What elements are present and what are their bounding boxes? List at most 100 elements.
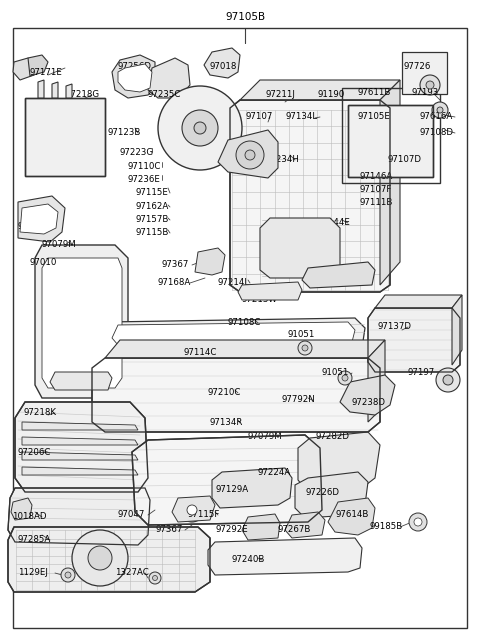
Circle shape (182, 110, 218, 146)
Polygon shape (18, 196, 65, 242)
Polygon shape (112, 55, 155, 98)
Circle shape (426, 81, 434, 89)
Text: 97614B: 97614B (335, 510, 368, 519)
Text: 97282D: 97282D (315, 432, 349, 441)
Polygon shape (204, 48, 240, 78)
Polygon shape (105, 340, 385, 358)
Text: 97047: 97047 (118, 510, 145, 519)
Circle shape (194, 122, 206, 134)
Text: 97226D: 97226D (305, 488, 339, 497)
Text: 97010: 97010 (30, 258, 58, 267)
Text: 97218G: 97218G (66, 90, 100, 99)
Text: 97223G: 97223G (120, 148, 154, 157)
Text: 97210C: 97210C (208, 388, 241, 397)
Polygon shape (35, 245, 128, 398)
Circle shape (338, 371, 352, 385)
Text: 97215P: 97215P (318, 275, 350, 284)
Polygon shape (242, 514, 280, 540)
Text: 97235C: 97235C (148, 90, 181, 99)
Text: 97108D: 97108D (420, 128, 454, 137)
Text: 97197: 97197 (408, 368, 435, 377)
Polygon shape (66, 84, 72, 98)
Bar (25, 98, 105, 176)
Circle shape (149, 572, 161, 584)
Polygon shape (38, 80, 44, 98)
Text: 97256D: 97256D (118, 62, 152, 71)
Text: 97134L: 97134L (285, 112, 317, 121)
Text: 97105E: 97105E (358, 112, 391, 121)
Text: 97616A: 97616A (420, 112, 453, 121)
Circle shape (65, 572, 71, 578)
Text: 97129A: 97129A (215, 485, 248, 494)
Text: 97107: 97107 (245, 112, 272, 121)
Text: 97792N: 97792N (282, 395, 316, 404)
Text: 97146A: 97146A (360, 172, 393, 181)
Polygon shape (218, 130, 278, 178)
Polygon shape (22, 422, 138, 430)
Polygon shape (368, 340, 385, 422)
Text: 97157B: 97157B (135, 215, 168, 224)
Polygon shape (452, 295, 462, 365)
Text: 97285A: 97285A (18, 535, 51, 544)
Circle shape (432, 102, 448, 118)
Text: 97367: 97367 (162, 260, 190, 269)
Circle shape (436, 368, 460, 392)
Polygon shape (20, 204, 58, 234)
Text: 97214L: 97214L (218, 278, 250, 287)
Text: 97137D: 97137D (378, 322, 412, 331)
Text: 1129EJ: 1129EJ (18, 568, 48, 577)
Polygon shape (260, 218, 340, 278)
Polygon shape (98, 318, 365, 352)
Text: 97193: 97193 (412, 88, 439, 97)
Polygon shape (148, 58, 190, 98)
Bar (348, 105, 433, 177)
Polygon shape (285, 512, 325, 538)
Polygon shape (52, 82, 58, 98)
Circle shape (409, 513, 427, 531)
Text: 97234H: 97234H (265, 155, 299, 164)
Text: 97238D: 97238D (352, 398, 386, 407)
Text: 99185B: 99185B (370, 522, 403, 531)
Polygon shape (212, 468, 292, 508)
Polygon shape (112, 322, 355, 345)
Text: 97079M: 97079M (42, 240, 77, 249)
Polygon shape (42, 258, 122, 388)
Text: 97211J: 97211J (265, 90, 295, 99)
Text: 97206C: 97206C (18, 448, 51, 457)
Circle shape (187, 505, 197, 515)
Text: 91051: 91051 (322, 368, 349, 377)
Polygon shape (132, 435, 322, 525)
Bar (402, 52, 447, 94)
Circle shape (437, 107, 443, 113)
Circle shape (72, 530, 128, 586)
Polygon shape (298, 432, 380, 492)
Bar (25, 98, 105, 176)
Text: 97134R: 97134R (210, 418, 243, 427)
Text: 97123B: 97123B (108, 128, 142, 137)
Text: 97236E: 97236E (128, 175, 161, 184)
Text: 97115B: 97115B (135, 228, 168, 237)
Text: 97292E: 97292E (215, 525, 248, 534)
Polygon shape (375, 295, 462, 308)
Polygon shape (172, 496, 215, 522)
Polygon shape (22, 437, 138, 445)
Text: 97108C: 97108C (228, 318, 262, 327)
Polygon shape (295, 472, 368, 518)
Text: 97367: 97367 (155, 525, 182, 534)
Text: 97240B: 97240B (232, 555, 265, 564)
Text: 97111B: 97111B (360, 198, 394, 207)
Circle shape (180, 498, 204, 522)
Polygon shape (22, 467, 138, 475)
Polygon shape (208, 538, 362, 575)
Polygon shape (8, 488, 150, 545)
Text: 1018AD: 1018AD (12, 512, 47, 521)
Circle shape (342, 375, 348, 381)
Polygon shape (28, 55, 48, 76)
Polygon shape (368, 308, 460, 372)
Polygon shape (15, 402, 148, 492)
Text: 97726: 97726 (403, 62, 431, 71)
Polygon shape (22, 452, 138, 460)
Polygon shape (195, 248, 225, 275)
Text: 97162A: 97162A (135, 202, 168, 211)
Polygon shape (380, 80, 400, 285)
